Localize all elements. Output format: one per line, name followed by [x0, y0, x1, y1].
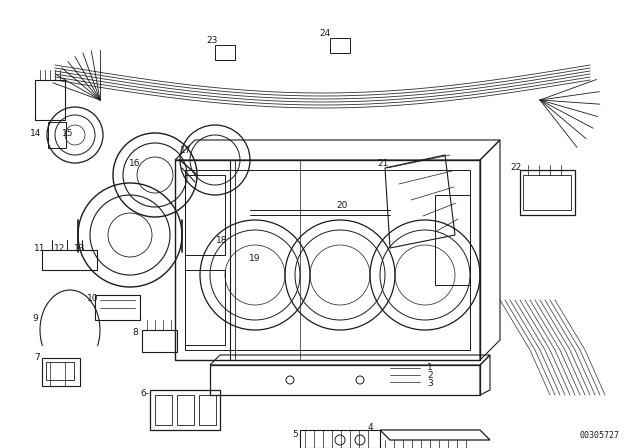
Bar: [523, 175, 571, 210]
Text: 16: 16: [129, 159, 141, 168]
Bar: [520, 170, 575, 215]
Text: 12: 12: [54, 244, 66, 253]
Bar: [210, 365, 480, 395]
Bar: [95, 295, 140, 320]
Bar: [300, 430, 380, 448]
Bar: [215, 45, 235, 60]
Text: 17: 17: [180, 146, 192, 155]
Text: 22: 22: [510, 163, 522, 172]
Bar: [48, 122, 66, 148]
Bar: [42, 358, 80, 386]
Text: 00305727: 00305727: [580, 431, 620, 439]
Bar: [330, 38, 350, 53]
Text: 3: 3: [427, 379, 433, 388]
Bar: [177, 395, 194, 425]
Text: 18: 18: [216, 236, 228, 245]
Bar: [42, 250, 97, 270]
Text: 10: 10: [87, 293, 99, 302]
Bar: [142, 330, 177, 352]
Text: 24: 24: [319, 29, 331, 38]
Text: 5: 5: [292, 430, 298, 439]
Text: 19: 19: [249, 254, 260, 263]
Bar: [155, 395, 172, 425]
Bar: [35, 80, 65, 120]
Text: 1: 1: [427, 362, 433, 371]
Bar: [435, 195, 470, 285]
Bar: [199, 395, 216, 425]
Text: 13: 13: [74, 244, 86, 253]
Bar: [150, 390, 220, 430]
Bar: [185, 175, 225, 255]
Text: 6-: 6-: [141, 388, 150, 397]
Text: 2: 2: [427, 370, 433, 379]
Text: 23: 23: [206, 35, 218, 44]
Text: 15: 15: [62, 129, 74, 138]
Bar: [46, 362, 74, 380]
Text: 20: 20: [336, 201, 348, 210]
Text: 9: 9: [32, 314, 38, 323]
Text: 8: 8: [132, 327, 138, 336]
Text: 4: 4: [367, 422, 373, 431]
Text: 14: 14: [30, 129, 42, 138]
Text: 11: 11: [35, 244, 45, 253]
Text: 21: 21: [378, 159, 388, 168]
Text: 7: 7: [34, 353, 40, 362]
Bar: [185, 270, 225, 345]
